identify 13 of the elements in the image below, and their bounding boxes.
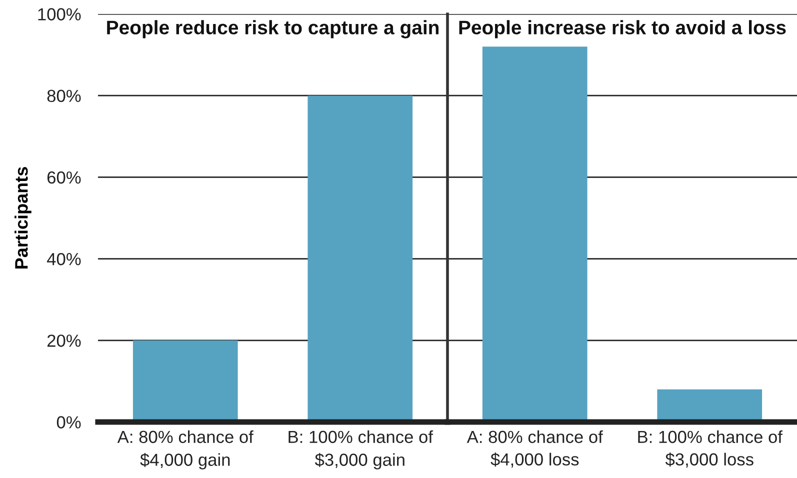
- y-tick-label: 40%: [46, 252, 81, 266]
- chart-title: People increase risk to avoid a loss: [459, 20, 786, 38]
- chart-title: People reduce risk to capture a gain: [107, 20, 439, 38]
- y-tick-label: 100%: [38, 8, 81, 20]
- x-tick-label: A: 80% chance of $4,000 gain: [117, 430, 254, 470]
- x-tick-label: B: 100% chance of $3,000 gain: [288, 430, 434, 470]
- y-tick-label: 0%: [56, 416, 81, 428]
- x-tick-label: A: 80% chance of $4,000 loss: [466, 430, 603, 468]
- y-tick-label: 20%: [47, 334, 81, 347]
- y-tick-label: 80%: [47, 90, 81, 102]
- x-tick-label: B: 100% chance of $3,000 loss: [638, 430, 783, 468]
- y-axis-title: Participants: [14, 167, 32, 268]
- y-tick-label: 60%: [47, 171, 81, 184]
